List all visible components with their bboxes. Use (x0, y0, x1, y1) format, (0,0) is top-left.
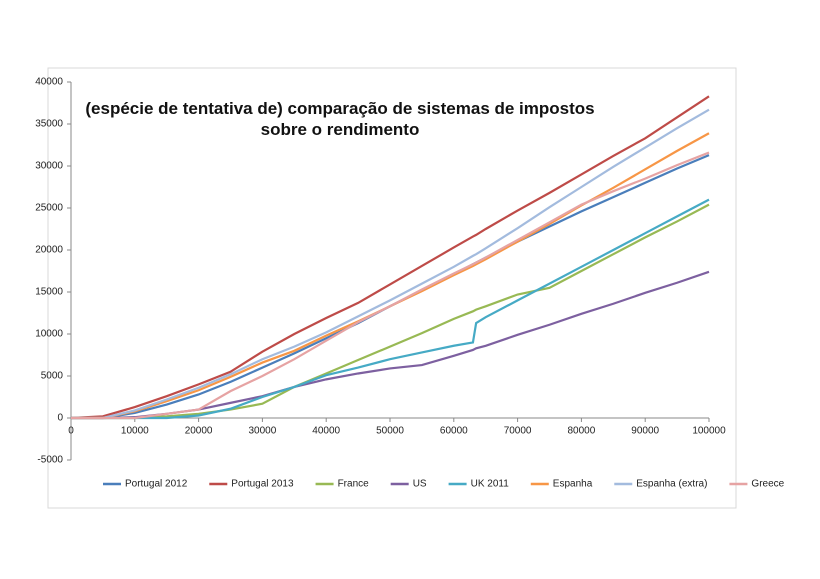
y-tick-label: 0 (57, 413, 63, 424)
y-tick-label: 40000 (35, 77, 63, 88)
legend-label: Portugal 2013 (231, 479, 294, 490)
y-tick-label: 30000 (35, 161, 63, 172)
x-tick-label: 20000 (185, 426, 213, 437)
legend-label: France (338, 479, 370, 490)
series-line (71, 108, 710, 420)
y-tick-label: 10000 (35, 329, 63, 340)
series-line (71, 203, 710, 420)
legend-label: Greece (751, 479, 784, 490)
x-tick-label: 10000 (121, 426, 149, 437)
y-tick-label: 20000 (35, 245, 63, 256)
x-tick-label: 90000 (631, 426, 659, 437)
y-tick-label: 25000 (35, 203, 63, 214)
x-tick-label: 30000 (248, 426, 276, 437)
x-tick-label: 100000 (692, 426, 726, 437)
x-tick-label: 0 (68, 426, 74, 437)
y-tick-label: 35000 (35, 119, 63, 130)
chart-frame (47, 67, 737, 509)
legend-label: Espanha (extra) (636, 479, 707, 490)
legend-label: US (413, 479, 427, 490)
x-tick-label: 50000 (376, 426, 404, 437)
x-tick-label: 70000 (504, 426, 532, 437)
y-tick-label: 5000 (41, 371, 64, 382)
legend-label: UK 2011 (471, 479, 510, 490)
y-tick-label: 15000 (35, 287, 63, 298)
x-tick-label: 80000 (567, 426, 595, 437)
chart-title: (espécie de tentativa de) comparação de … (85, 99, 595, 139)
legend-label: Portugal 2012 (125, 479, 188, 490)
series-line (71, 198, 710, 420)
series-line (70, 95, 710, 420)
y-tick-label: -5000 (37, 455, 63, 466)
x-tick-label: 40000 (312, 426, 340, 437)
series-line (71, 151, 710, 420)
legend-label: Espanha (553, 479, 593, 490)
x-tick-label: 60000 (440, 426, 468, 437)
